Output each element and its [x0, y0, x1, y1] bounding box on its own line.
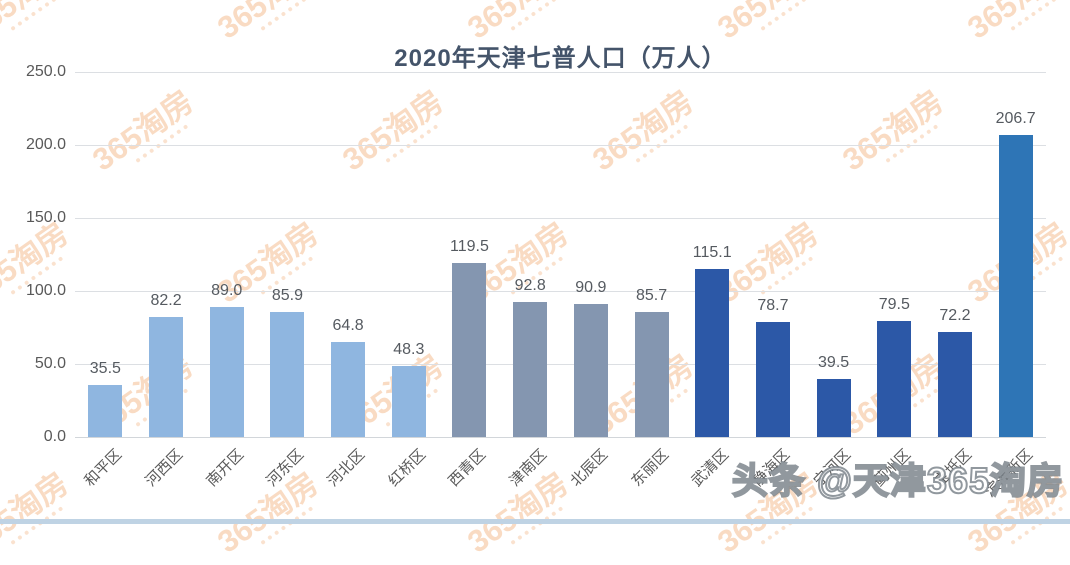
y-axis-tick-label: 50.0 [34, 355, 66, 372]
x-axis-tick-label: 河西区 [142, 446, 187, 490]
x-axis-tick-label: 武清区 [688, 446, 733, 490]
y-axis-tick-label: 150.0 [25, 209, 66, 226]
chart-title: 2020年天津七普人口（万人） [394, 45, 727, 72]
x-axis-tick-label: 南开区 [203, 446, 247, 490]
bar-value-label: 39.5 [818, 354, 850, 372]
bar-value-label: 35.5 [89, 360, 121, 378]
bar-value-label: 48.3 [393, 341, 425, 359]
x-axis-tick-label: 西青区 [445, 446, 490, 490]
bar-东丽区 [634, 311, 669, 437]
gridline [75, 218, 1046, 219]
bar-河东区 [270, 311, 305, 437]
bar-蓟州区 [877, 320, 912, 437]
bar-value-label: 89.0 [211, 282, 243, 300]
y-axis-tick-label: 250.0 [25, 63, 66, 80]
x-axis-tick-label: 宁河区 [809, 446, 854, 490]
x-axis-tick-label: 静海区 [749, 446, 794, 490]
y-axis-tick-label: 100.0 [25, 282, 66, 299]
bottom-strip [0, 519, 1070, 524]
gridline [75, 72, 1046, 73]
bar-红桥区 [391, 366, 426, 437]
x-axis-tick-label: 滨海新区 [981, 446, 1036, 501]
bar-河北区 [331, 342, 366, 437]
x-axis-tick-label: 东丽区 [627, 446, 672, 490]
gridline [75, 145, 1046, 146]
bar-value-label: 206.7 [995, 110, 1036, 128]
bar-value-label: 78.7 [757, 297, 789, 315]
x-axis-tick-label: 河北区 [324, 446, 369, 490]
bar-value-label: 115.1 [692, 243, 732, 261]
x-axis-tick-label: 宝坻区 [931, 446, 976, 490]
bar-北辰区 [573, 304, 608, 437]
gridline [75, 364, 1046, 365]
bar-value-label: 119.5 [450, 237, 489, 255]
x-axis-tick-label: 红桥区 [385, 446, 429, 490]
x-axis-tick-label: 北辰区 [567, 446, 611, 490]
x-axis-tick-label: 河东区 [263, 446, 308, 490]
bar-value-label: 92.8 [514, 276, 546, 294]
plot-area: 35.5 82.2 89.0 85.9 64.8 48.3 119.5 92.8 90.9 85.… [75, 72, 1046, 438]
y-axis-tick-label: 0.0 [43, 428, 66, 445]
bar-value-label: 85.7 [635, 286, 668, 304]
bar-滨海新区 [998, 135, 1033, 437]
bar-value-label: 82.2 [150, 292, 182, 309]
bar-chart: 2020年天津七普人口（万人） 250.0 200.0 150.0 100.0 50.0… [25, 45, 1046, 501]
x-axis-tick-label: 和平区 [81, 446, 126, 490]
bar-和平区 [88, 385, 123, 437]
gridline [75, 291, 1046, 292]
bar-武清区 [695, 268, 730, 437]
bar-value-label: 90.9 [575, 279, 607, 297]
bar-河西区 [149, 317, 184, 437]
bar-宁河区 [816, 379, 851, 437]
bar-静海区 [755, 322, 790, 437]
y-axis-tick-label: 200.0 [25, 136, 66, 153]
bar-value-label: 72.2 [939, 306, 971, 324]
bar-南开区 [209, 307, 244, 437]
bar-西青区 [452, 262, 487, 437]
bar-宝坻区 [937, 331, 972, 437]
bar-津南区 [513, 301, 548, 437]
x-axis-tick-label: 津南区 [506, 446, 551, 490]
bar-value-label: 85.9 [271, 286, 303, 304]
x-axis-tick-label: 蓟州区 [870, 446, 915, 490]
bar-value-label: 64.8 [332, 317, 364, 335]
bar-value-label: 79.5 [878, 295, 910, 313]
